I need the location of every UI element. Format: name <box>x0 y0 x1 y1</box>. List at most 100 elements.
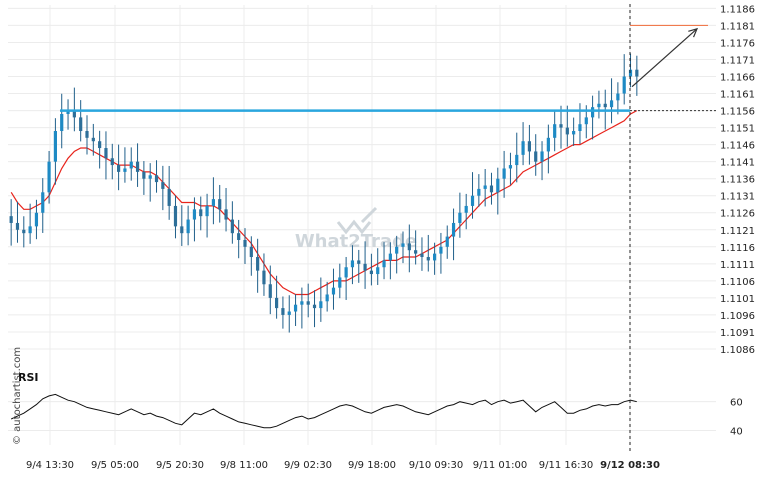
price-tick-label: 1.1126 <box>720 209 755 220</box>
candle <box>458 192 462 238</box>
watermark-text: What2Trade <box>295 231 417 252</box>
candle <box>534 134 538 176</box>
candle <box>123 147 127 183</box>
projection-arrow <box>631 28 698 88</box>
candle <box>224 187 228 232</box>
time-axis: 9/4 13:30 9/5 05:00 9/5 20:30 9/8 11:00 9/9 … <box>26 460 660 471</box>
candle <box>546 124 550 174</box>
price-tick-label: 1.1156 <box>720 107 755 118</box>
candle <box>591 95 595 140</box>
time-tick-label: 9/5 05:00 <box>91 460 139 471</box>
candle <box>464 193 468 230</box>
candle <box>180 205 184 246</box>
candle <box>395 235 399 274</box>
candle <box>34 199 39 240</box>
candle <box>98 130 102 169</box>
candle <box>609 78 614 124</box>
candle <box>376 248 380 285</box>
candle <box>515 132 519 183</box>
time-tick-label: 9/8 11:00 <box>220 460 268 471</box>
candle <box>445 225 449 259</box>
price-tick-label: 1.1176 <box>720 38 755 49</box>
candle <box>325 281 329 312</box>
candle <box>281 296 285 329</box>
candle <box>483 169 487 207</box>
moving-average-line <box>10 110 638 296</box>
price-tick-label: 1.1106 <box>720 277 755 288</box>
candles <box>9 53 639 333</box>
candle <box>167 165 171 220</box>
candle <box>293 294 298 327</box>
time-tick-label: 9/10 09:30 <box>409 460 463 471</box>
candle <box>249 236 253 276</box>
candle <box>319 277 323 322</box>
candle <box>369 253 373 286</box>
price-tick-label: 1.1161 <box>720 90 755 101</box>
candle <box>338 263 342 299</box>
candle <box>350 245 355 285</box>
candle <box>382 242 386 280</box>
projection <box>631 27 699 88</box>
candle <box>388 242 392 280</box>
candle <box>628 53 633 88</box>
autochartist-watermark: © autochartist.com <box>12 347 23 445</box>
ma-path <box>10 110 638 296</box>
candle <box>331 268 336 310</box>
candle <box>243 228 247 265</box>
candle <box>597 90 601 119</box>
candle <box>53 118 57 185</box>
candle <box>47 150 51 204</box>
price-tick-label: 1.1151 <box>720 124 755 135</box>
candle <box>559 105 563 149</box>
candle <box>237 219 241 259</box>
candle <box>363 241 367 289</box>
candle <box>230 201 234 244</box>
candle <box>470 172 475 219</box>
candle <box>496 167 500 215</box>
price-tick-label: 1.1116 <box>720 243 755 254</box>
price-tick-label: 1.1146 <box>720 141 755 152</box>
candle <box>22 216 26 248</box>
price-axis: 1.1186 1.1181 1.1176 1.1171 1.1166 1.1161 1.11… <box>720 4 755 356</box>
levels <box>60 4 716 451</box>
candle <box>91 123 95 156</box>
candle <box>15 201 20 243</box>
price-tick-label: 1.1131 <box>720 192 755 203</box>
candle <box>211 177 215 225</box>
time-tick-label: 9/11 16:30 <box>539 460 593 471</box>
arrow-head-icon <box>688 27 699 38</box>
rsi-title: RSI <box>18 371 39 384</box>
candle <box>572 117 576 146</box>
rsi-tick-label: 40 <box>730 427 743 438</box>
price-tick-label: 1.1096 <box>720 311 755 322</box>
price-tick-label: 1.1136 <box>720 175 755 186</box>
candle <box>565 105 569 147</box>
candle <box>117 144 121 191</box>
candle <box>129 147 133 181</box>
candle <box>275 275 279 319</box>
price-tick-label: 1.1086 <box>720 345 755 356</box>
candle <box>161 165 165 211</box>
candle <box>553 110 557 152</box>
candle <box>508 152 513 185</box>
price-tick-label: 1.1181 <box>720 21 755 32</box>
time-tick-label: 9/11 01:00 <box>473 460 527 471</box>
candle <box>148 163 152 202</box>
price-tick-label: 1.1121 <box>720 226 755 237</box>
candle <box>287 295 291 333</box>
price-tick-label: 1.1171 <box>720 55 755 66</box>
candle <box>439 232 443 274</box>
rsi-panel: RSI 60 40 <box>10 371 743 438</box>
candle <box>173 195 178 239</box>
candle <box>407 224 411 273</box>
candle <box>433 242 437 275</box>
candle <box>300 287 304 329</box>
candle <box>28 203 32 244</box>
price-tick-label: 1.1186 <box>720 4 755 15</box>
candle <box>104 131 108 180</box>
candle <box>414 230 418 265</box>
price-tick-label: 1.1141 <box>720 158 755 169</box>
candle <box>192 197 197 242</box>
